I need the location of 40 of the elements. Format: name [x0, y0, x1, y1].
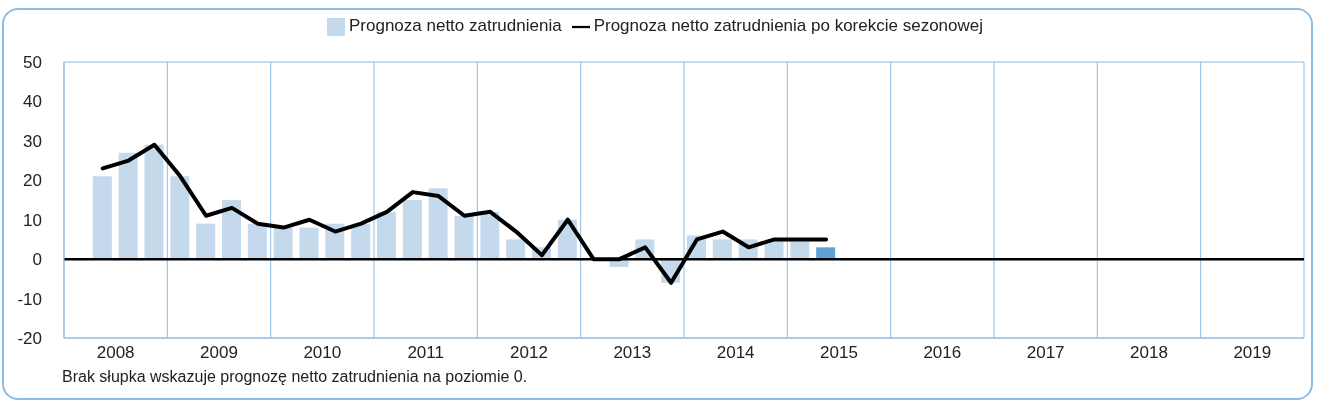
y-tick-label: -10 [17, 289, 42, 309]
bar [377, 211, 396, 260]
bar [92, 176, 112, 260]
bar [299, 227, 319, 260]
x-tick-label: 2019 [1233, 343, 1272, 363]
bar [118, 152, 138, 260]
bar [454, 215, 474, 260]
bar [196, 223, 216, 260]
x-tick-label: 2012 [510, 343, 548, 363]
bar [351, 223, 371, 260]
y-tick-label: 10 [23, 210, 42, 230]
x-tick-label: 2010 [303, 343, 342, 363]
x-tick-label: 2015 [820, 343, 858, 363]
legend-label: Prognoza netto zatrudnienia [348, 16, 562, 35]
x-tick-label: 2009 [200, 343, 238, 363]
bar [712, 239, 732, 260]
bar [428, 188, 448, 260]
y-tick-label: 30 [23, 131, 42, 151]
bar [402, 200, 422, 260]
bar [247, 223, 267, 260]
bar [222, 200, 241, 260]
y-tick-label: 40 [23, 92, 42, 112]
x-tick-label: 2008 [96, 343, 135, 363]
y-tick-label: 0 [32, 250, 42, 270]
x-tick-label: 2014 [716, 343, 755, 363]
y-tick-label: 20 [23, 171, 42, 191]
bar [816, 247, 836, 260]
y-tick-label: 50 [23, 53, 42, 73]
x-tick-label: 2017 [1026, 343, 1065, 363]
y-tick-label: -20 [17, 329, 42, 349]
bar [506, 239, 526, 260]
x-tick-label: 2013 [613, 343, 652, 363]
text: Brak słupka wskazuje prognozę netto zatrudnienia na poziomie 0. [62, 368, 528, 386]
x-tick-label: 2016 [923, 343, 962, 363]
bar [273, 227, 293, 260]
x-tick-label: 2011 [407, 343, 444, 363]
bar [144, 144, 164, 260]
legend-label: Prognoza netto zatrudnienia po korekcie sezonowej [593, 16, 983, 35]
bar [170, 176, 190, 260]
x-tick-label: 2018 [1130, 343, 1168, 363]
